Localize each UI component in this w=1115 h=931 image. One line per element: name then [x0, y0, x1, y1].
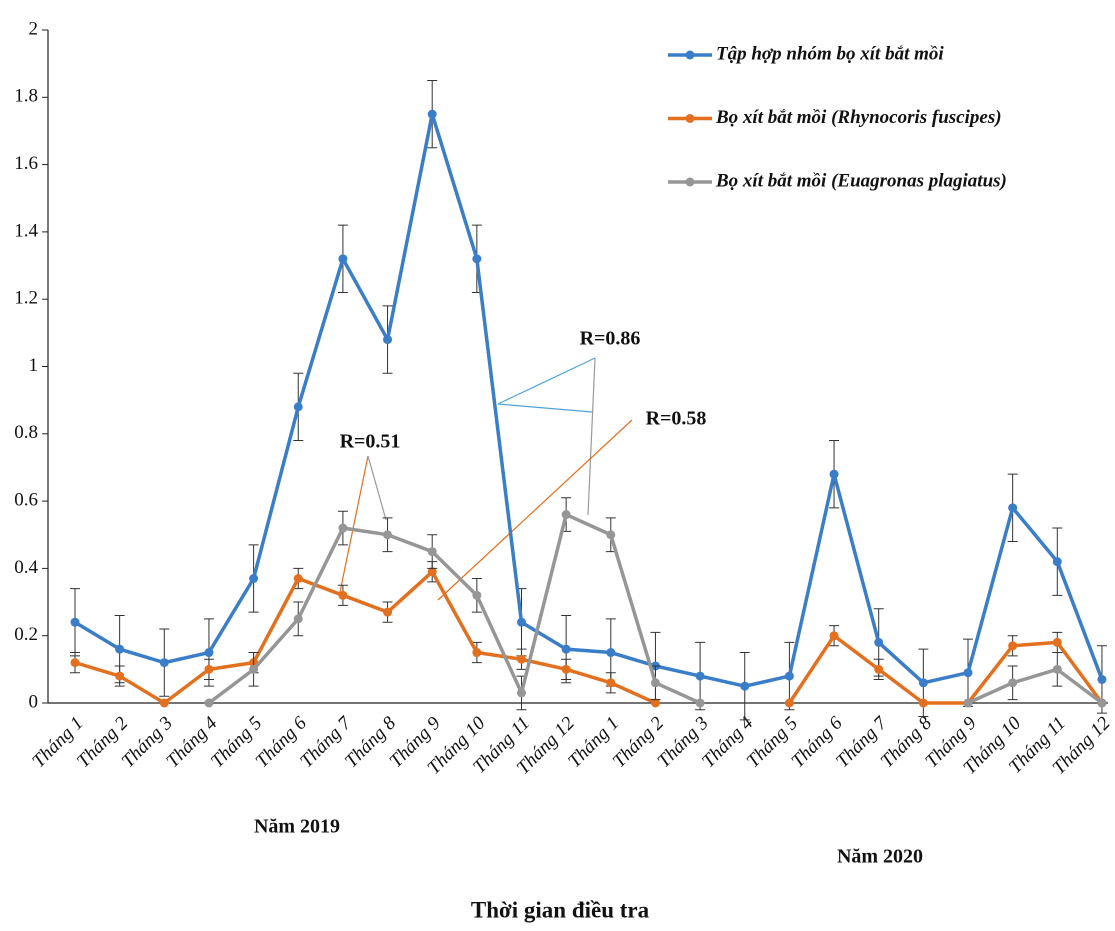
marker	[70, 658, 80, 668]
group-label: Năm 2019	[254, 816, 340, 838]
annotation-lines	[339, 357, 633, 601]
marker	[383, 335, 393, 345]
marker	[1097, 698, 1107, 708]
marker	[740, 681, 750, 691]
marker	[517, 654, 526, 664]
marker	[918, 698, 928, 708]
marker	[517, 617, 526, 627]
y-tick-label: 0.8	[14, 422, 38, 443]
marker	[427, 109, 437, 119]
marker	[115, 644, 125, 654]
annotation-line	[339, 455, 369, 593]
y-tick-label: 1	[29, 355, 39, 376]
marker	[338, 590, 348, 600]
marker	[963, 698, 973, 708]
marker	[383, 607, 393, 617]
y-tick-label: 1.4	[14, 220, 38, 241]
marker	[249, 573, 259, 583]
marker	[874, 664, 884, 674]
marker	[472, 254, 482, 264]
marker	[606, 530, 616, 540]
series-line	[74, 570, 1104, 705]
marker	[561, 644, 571, 654]
y-tick-label: 0.4	[14, 557, 38, 578]
marker	[159, 698, 169, 708]
marker	[249, 664, 259, 674]
series	[204, 497, 1107, 711]
y-tick-label: 0	[29, 691, 39, 712]
legend-marker	[685, 114, 695, 123]
series	[70, 561, 1107, 708]
legend-label: Bọ xít bắt mồi (Euagronas plagiatus)	[715, 170, 1007, 191]
group-label: Năm 2020	[837, 846, 923, 868]
marker	[650, 678, 660, 688]
series-line	[207, 512, 1104, 705]
marker	[159, 658, 169, 668]
legend-label: Bọ xít bắt mồi (Rhynocoris fuscipes)	[715, 107, 1002, 128]
marker	[1008, 503, 1018, 513]
marker	[1052, 664, 1062, 674]
y-tick-label: 1.2	[14, 288, 38, 309]
marker	[829, 469, 839, 479]
marker	[383, 530, 393, 540]
marker	[517, 688, 526, 698]
legend-marker	[685, 50, 695, 60]
marker	[472, 648, 482, 658]
marker	[472, 590, 482, 600]
marker	[293, 402, 303, 412]
marker	[561, 664, 571, 674]
annotation: R=0.86	[580, 328, 641, 350]
marker	[427, 547, 437, 557]
annotation-line	[497, 357, 596, 405]
marker	[1052, 637, 1062, 647]
y-tick-label: 0.2	[14, 624, 38, 645]
y-tick-label: 0.6	[14, 489, 38, 510]
annotation: R=0.51	[340, 431, 401, 453]
marker	[1097, 674, 1107, 684]
marker	[874, 637, 884, 647]
marker	[784, 698, 794, 708]
marker	[293, 614, 303, 624]
legend-label: Tập hợp nhóm bọ xít bắt mồi	[716, 43, 944, 64]
y-tick-label: 1.6	[14, 153, 38, 174]
annotation-line	[367, 455, 387, 521]
marker	[1008, 641, 1018, 651]
marker	[918, 678, 928, 688]
marker	[606, 648, 616, 658]
marker	[115, 671, 125, 681]
annotation-line	[497, 403, 593, 413]
series-line	[74, 112, 1104, 688]
annotation: R=0.58	[646, 408, 707, 430]
marker	[963, 668, 973, 678]
marker	[70, 617, 80, 627]
marker	[293, 573, 303, 583]
marker	[650, 698, 660, 708]
marker	[784, 671, 794, 681]
annotation-line	[587, 357, 596, 516]
annotation-line	[437, 419, 633, 601]
legend-marker	[685, 177, 695, 187]
marker	[829, 631, 839, 641]
marker	[204, 648, 214, 658]
marker	[695, 671, 705, 681]
x-axis-title: Thời gian điều tra	[471, 897, 650, 922]
y-tick-label: 2	[29, 18, 39, 39]
marker	[1052, 557, 1062, 567]
y-tick-label: 1.8	[14, 86, 38, 107]
marker	[204, 698, 214, 708]
marker	[695, 698, 705, 708]
marker	[1008, 678, 1018, 688]
marker	[427, 567, 437, 577]
marker	[204, 664, 214, 674]
marker	[561, 510, 571, 520]
marker	[338, 523, 348, 533]
marker	[606, 678, 616, 688]
marker	[338, 254, 348, 264]
